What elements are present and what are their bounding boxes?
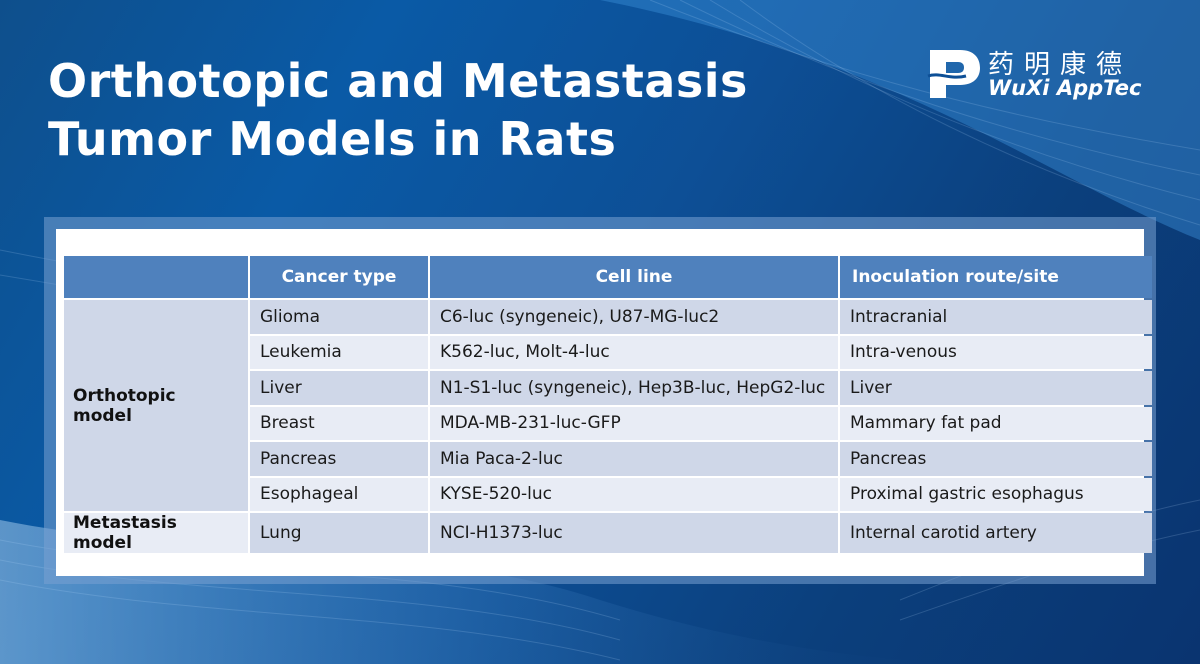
cell-line-cell: MDA-MB-231-luc-GFP [430, 406, 838, 440]
header-cancer-type: Cancer type [250, 256, 428, 298]
route-cell: Internal carotid artery [840, 513, 1152, 553]
table-row: Leukemia K562-luc, Molt-4-luc Intra-veno… [64, 335, 1152, 369]
cancer-type-cell: Lung [250, 513, 428, 553]
table-row: Orthotopic model Glioma C6-luc (syngenei… [64, 300, 1152, 511]
page-title: Orthotopic and Metastasis Tumor Models i… [48, 52, 748, 168]
cell-line-cell: KYSE-520-luc [430, 477, 838, 511]
logo-mark-icon [927, 50, 980, 98]
cancer-type-cell: Liver [250, 371, 428, 405]
tumor-models-table: Cancer type Cell line Inoculation route/… [62, 254, 1154, 555]
cancer-type-cell: Glioma [250, 300, 428, 334]
header-inoculation-route: Inoculation route/site [840, 256, 1152, 298]
table-row: Liver N1-S1-luc (syngeneic), Hep3B-luc, … [64, 371, 1152, 405]
logo-english-text: WuXi AppTec [988, 76, 1142, 100]
route-cell: Mammary fat pad [840, 406, 1152, 440]
logo-chinese-text: 药明康德 [988, 50, 1133, 80]
route-cell: Intracranial [840, 300, 1152, 334]
table-row: Esophageal KYSE-520-luc Proximal gastric… [64, 477, 1152, 511]
table-row: Pancreas Mia Paca-2-luc Pancreas [64, 442, 1152, 476]
cancer-type-cell: Pancreas [250, 442, 428, 476]
route-cell: Intra-venous [840, 335, 1152, 369]
header-blank [64, 256, 248, 298]
table-row: Breast MDA-MB-231-luc-GFP Mammary fat pa… [64, 406, 1152, 440]
title-line-2: Tumor Models in Rats [48, 112, 617, 166]
cancer-type-cell: Esophageal [250, 477, 428, 511]
table-row: Metastasis model Lung NCI-H1373-luc Inte… [64, 513, 1152, 553]
cell-line-cell: NCI-H1373-luc [430, 513, 838, 553]
group-label-orthotopic: Orthotopic model [64, 300, 248, 511]
cell-line-cell: N1-S1-luc (syngeneic), Hep3B-luc, HepG2-… [430, 371, 838, 405]
cancer-type-cell: Breast [250, 406, 428, 440]
header-cell-line: Cell line [430, 256, 838, 298]
cell-line-cell: C6-luc (syngeneic), U87-MG-luc2 [430, 300, 838, 334]
table-header-row: Cancer type Cell line Inoculation route/… [64, 256, 1152, 298]
group-label-metastasis: Metastasis model [64, 513, 248, 553]
cancer-type-cell: Leukemia [250, 335, 428, 369]
title-line-1: Orthotopic and Metastasis [48, 54, 748, 108]
cell-line-cell: Mia Paca-2-luc [430, 442, 838, 476]
route-cell: Pancreas [840, 442, 1152, 476]
route-cell: Proximal gastric esophagus [840, 477, 1152, 511]
wuxi-apptec-logo: 药明康德 WuXi AppTec [926, 44, 1166, 104]
cell-line-cell: K562-luc, Molt-4-luc [430, 335, 838, 369]
route-cell: Liver [840, 371, 1152, 405]
